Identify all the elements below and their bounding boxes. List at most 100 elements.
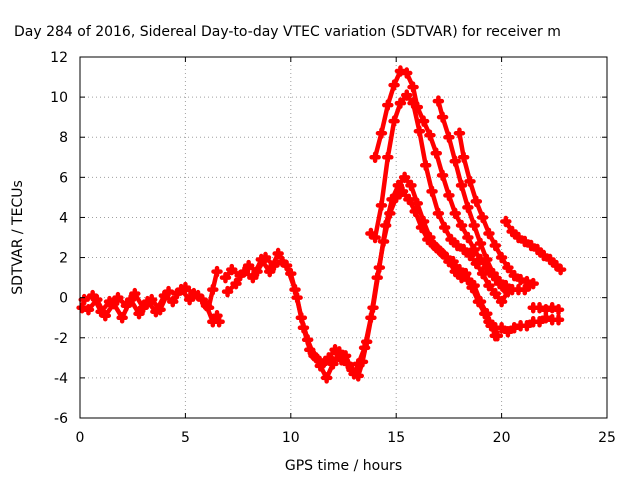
x-tick-label: 5 [181,430,190,446]
data-point-marker [409,205,421,218]
data-point-marker [476,211,489,224]
data-point-marker [443,255,455,268]
data-point-marker [424,129,436,141]
data-point-marker [468,279,480,292]
data-point-marker [188,287,200,300]
data-point-marker [207,283,219,296]
data-point-marker [470,195,483,208]
data-point-marker [196,293,209,306]
data-point-marker [411,197,424,210]
data-point-marker [449,207,461,220]
data-point-marker [400,89,413,101]
data-point-marker [247,271,259,284]
data-point-marker [407,81,419,93]
data-point-marker [103,295,116,308]
data-point-marker [179,281,192,294]
data-point-marker [388,115,400,127]
data-point-marker [167,295,179,308]
data-point-marker [464,249,476,262]
data-point-marker [455,179,468,192]
data-point-marker [129,287,141,300]
data-point-marker [462,231,474,244]
data-point-marker [339,350,352,362]
y-tick-label: 10 [50,90,68,106]
data-point-marker [438,221,451,234]
data-point-marker [519,235,531,248]
x-tick-label: 0 [76,430,85,446]
data-point-marker [392,179,405,192]
data-point-marker [322,352,335,364]
data-point-marker [495,322,508,334]
data-point-marker [116,311,128,324]
data-point-marker [183,293,196,306]
data-point-marker [295,311,308,324]
data-point-marker [263,265,276,278]
chart-title: Day 284 of 2016, Sidereal Day-to-day VTE… [14,24,561,40]
data-point-marker [171,287,183,300]
data-point-marker [417,115,430,127]
data-point-marker [211,265,223,278]
data-point-marker [346,364,358,376]
data-point-marker [356,356,369,368]
data-point-marker [489,239,502,252]
data-point-marker [272,247,284,260]
data-point-marker [367,301,379,314]
data-point-marker [476,267,489,280]
data-point-marker [333,346,346,358]
data-series [76,65,567,384]
data-point-marker [398,171,411,184]
x-tick-label: 25 [598,430,616,446]
data-point-marker [554,263,567,276]
data-point-marker [462,201,474,214]
data-point-marker [396,185,409,198]
y-tick-label: 6 [59,170,68,186]
data-point-marker [443,131,455,143]
data-point-marker [474,237,487,250]
x-tick-label: 10 [282,430,300,446]
data-point-marker [289,283,301,296]
data-point-marker [137,301,149,314]
data-point-marker [432,95,445,107]
data-point-marker [544,253,556,266]
data-point-marker [455,219,468,232]
data-point-marker [436,247,449,260]
data-point-marker [413,125,426,137]
data-point-marker [521,319,533,332]
data-point-marker [436,111,449,123]
data-point-marker [394,97,407,109]
x-axis-label: GPS time / hours [285,458,402,474]
data-point-marker [375,127,388,139]
data-point-marker [133,307,145,320]
data-point-marker [483,315,495,328]
data-point-marker [457,243,470,256]
data-point-marker [430,147,443,160]
data-point-marker [202,301,215,314]
y-tick-label: 2 [59,251,68,267]
y-tick-label: -2 [54,331,68,347]
data-point-marker [255,253,268,266]
data-point-marker [327,358,339,370]
data-point-marker [369,231,381,244]
data-point-marker [449,155,461,168]
x-tick-label: 15 [387,430,405,446]
data-point-marker [360,336,373,348]
data-point-marker [468,243,480,256]
data-point-marker [280,259,293,272]
data-point-marker [502,261,514,274]
data-point-marker [464,175,476,188]
data-point-marker [154,303,166,316]
data-point-marker [373,261,386,274]
data-point-marker [424,231,436,244]
data-point-marker [527,277,539,290]
data-point-marker [483,279,495,292]
y-tick-label: -4 [54,371,68,387]
data-point-marker [226,263,238,276]
data-point-marker [462,273,474,286]
data-point-marker [308,350,320,362]
y-tick-label: 8 [59,130,68,146]
data-point-marker [162,285,175,298]
data-point-marker [443,189,455,202]
data-point-marker [531,243,544,256]
data-point-marker [379,219,392,232]
